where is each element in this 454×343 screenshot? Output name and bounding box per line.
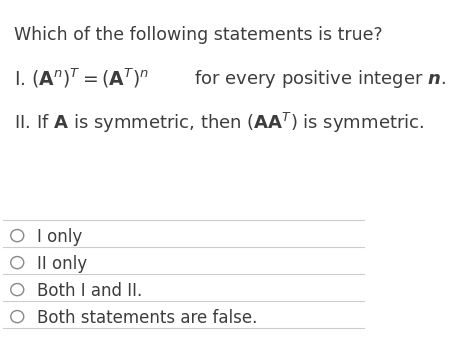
Text: Which of the following statements is true?: Which of the following statements is tru… (14, 26, 382, 44)
Text: II only: II only (37, 255, 87, 273)
Text: II. If $\mathbf{A}$ is symmetric, then $\left(\mathbf{AA}^T\right)$ is symmetric: II. If $\mathbf{A}$ is symmetric, then $… (14, 110, 424, 134)
Text: I only: I only (37, 228, 82, 246)
Text: for every positive integer $\boldsymbol{n}$.: for every positive integer $\boldsymbol{… (194, 68, 447, 90)
Text: Both statements are false.: Both statements are false. (37, 309, 257, 327)
Text: I. $(\mathbf{A}^n)^T = (\mathbf{A}^T)^n$: I. $(\mathbf{A}^n)^T = (\mathbf{A}^T)^n$ (14, 67, 148, 91)
Text: Both I and II.: Both I and II. (37, 282, 143, 300)
